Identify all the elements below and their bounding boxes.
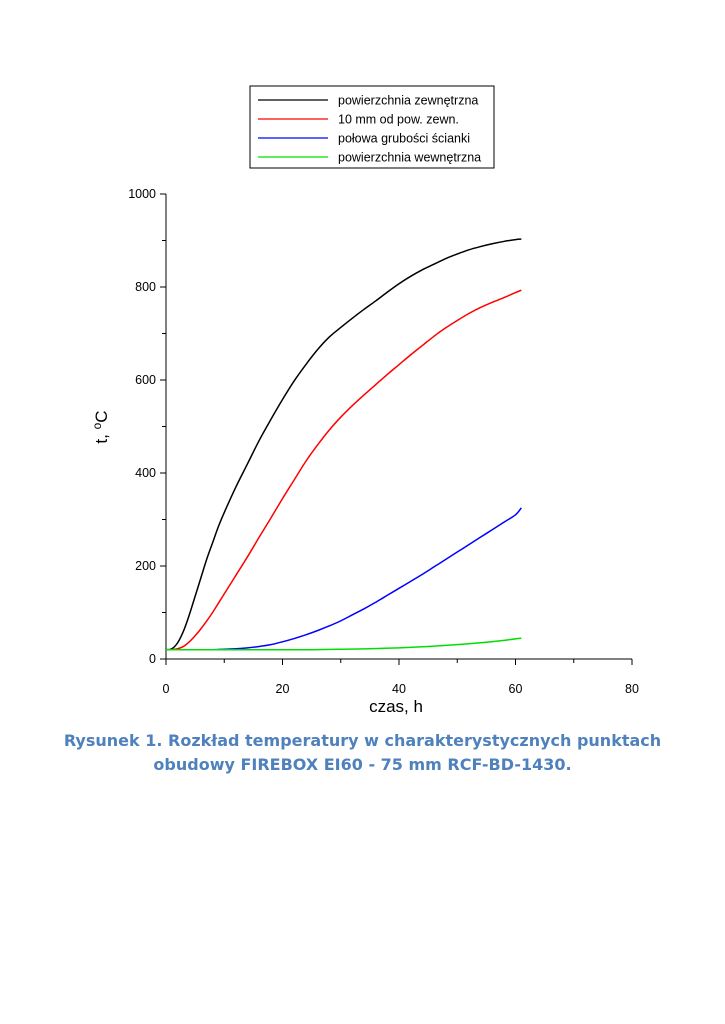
y-axis-label-group: t, oC bbox=[90, 410, 111, 443]
series-line-outer-surface bbox=[165, 238, 522, 651]
figure-caption: Rysunek 1. Rozkład temperatury w charakt… bbox=[0, 729, 725, 777]
y-tick-label: 400 bbox=[135, 466, 156, 480]
y-tick-label: 800 bbox=[135, 280, 156, 294]
axes bbox=[165, 194, 632, 660]
legend: powierzchnia zewnętrzna 10 mm od pow. zew… bbox=[249, 85, 495, 169]
x-tick-label: 80 bbox=[625, 682, 639, 696]
y-tick-label: 0 bbox=[149, 652, 156, 666]
x-tick-label: 60 bbox=[509, 682, 523, 696]
legend-label-half-wall-thickness: połowa grubości ścianki bbox=[338, 132, 470, 146]
y-tick-label: 200 bbox=[135, 559, 156, 573]
caption-line-1: Rysunek 1. Rozkład temperatury w charakt… bbox=[63, 731, 662, 750]
x-tick-label: 20 bbox=[276, 682, 290, 696]
y-axis-label-unit: C bbox=[92, 410, 111, 422]
legend-label-outer-surface: powierzchnia zewnętrzna bbox=[338, 94, 478, 108]
y-axis-label: t, oC bbox=[90, 410, 111, 443]
x-axis-label: czas, h bbox=[369, 697, 423, 716]
series-group bbox=[165, 238, 522, 651]
y-tick-label: 600 bbox=[135, 373, 156, 387]
ticks: 0 200 400 600 800 1000 0 20 40 60 80 bbox=[128, 187, 639, 696]
y-axis-label-main: t, bbox=[92, 429, 111, 443]
series-line-10mm-from-outer bbox=[165, 289, 522, 651]
x-tick-label: 40 bbox=[392, 682, 406, 696]
series-line-inner-surface bbox=[166, 637, 522, 651]
legend-label-inner-surface: powierzchnia wewnętrzna bbox=[338, 151, 481, 165]
y-axis-label-sup: o bbox=[90, 422, 104, 429]
series-line-half-wall-thickness bbox=[166, 507, 522, 651]
caption-line-2: obudowy FIREBOX EI60 - 75 mm RCF-BD-1430… bbox=[153, 755, 572, 774]
x-tick-label: 0 bbox=[163, 682, 170, 696]
legend-label-10mm-from-outer: 10 mm od pow. zewn. bbox=[338, 113, 459, 127]
y-tick-label: 1000 bbox=[128, 187, 156, 201]
